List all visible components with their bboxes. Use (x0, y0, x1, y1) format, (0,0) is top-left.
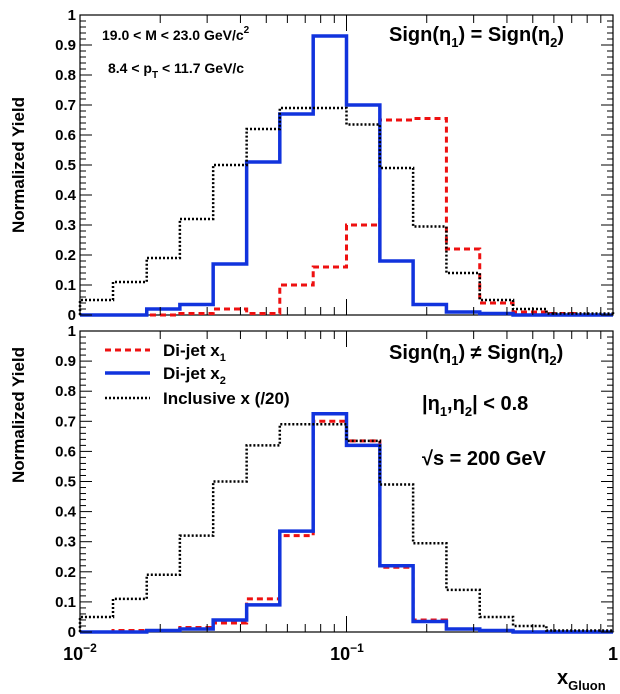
series-x1-step-line (80, 117, 613, 317)
series-x2-step-line (80, 34, 613, 317)
x-tick-labels: 10−2 10−1 1 (63, 641, 618, 664)
y-tick-label-1: 1 (68, 7, 76, 24)
y-tick-label-0.3: 0.3 (55, 534, 76, 551)
top-panel-ticks (79, 14, 614, 316)
y-tick-label-0.2: 0.2 (55, 247, 76, 264)
y-tick-label-0.5: 0.5 (55, 474, 76, 491)
top-panel-y-tick-labels: 0 0.1 0.2 0.3 0.4 0.5 0.6 0.7 0.8 0.9 1 (55, 7, 77, 324)
y-tick-label-0.9: 0.9 (55, 353, 76, 370)
x-axis-label: xGluon (557, 667, 606, 693)
y-tick-label-0.1: 0.1 (55, 277, 76, 294)
y-tick-label-0.5: 0.5 (55, 157, 76, 174)
top-panel-series (78, 34, 615, 317)
top-panel: 0 0.1 0.2 0.3 0.4 0.5 0.6 0.7 0.8 0.9 1 Normalized… (9, 7, 615, 324)
y-tick-label-1: 1 (68, 323, 76, 340)
y-tick-label-0.7: 0.7 (55, 97, 76, 114)
y-tick-label-0.9: 0.9 (55, 37, 76, 54)
same-sign-annotation: Sign(η1) = Sign(η2) (389, 24, 564, 50)
bottom-panel-y-tick-labels: 0 0.1 0.2 0.3 0.4 0.5 0.6 0.7 0.8 0.9 1 (55, 323, 77, 641)
y-tick-label-0.2: 0.2 (55, 564, 76, 581)
y-tick-label-0.4: 0.4 (55, 187, 77, 204)
sqrt-s-annotation: √s = 200 GeV (422, 448, 547, 470)
mass-cut-annotation: 19.0 < M < 23.0 GeV/c2 (102, 25, 250, 43)
legend-label-inclusive: Inclusive x (/20) (163, 389, 290, 408)
y-tick-label-0.8: 0.8 (55, 67, 76, 84)
bottom-panel-series (78, 412, 615, 634)
eta-cut-annotation: |η1,η2| < 0.8 (422, 393, 528, 419)
y-tick-label-0.6: 0.6 (55, 127, 76, 144)
y-tick-label-0: 0 (68, 307, 76, 324)
legend: Di-jet x1 Di-jet x2 Inclusive x (/20) (105, 341, 290, 408)
legend-label-x2: Di-jet x2 (163, 364, 226, 387)
bottom-panel-y-axis-label: Normalized Yield (9, 347, 28, 483)
y-tick-label-0.4: 0.4 (55, 504, 77, 521)
series-inclusive-step-line (78, 106, 615, 315)
series-x2-step-line (80, 412, 613, 634)
y-tick-label-0.6: 0.6 (55, 443, 76, 460)
y-tick-label-0.1: 0.1 (55, 594, 76, 611)
legend-label-x1: Di-jet x1 (163, 341, 226, 364)
pt-cut-annotation: 8.4 < pT < 11.7 GeV/c (108, 60, 244, 81)
bottom-panel-ticks (79, 330, 614, 633)
series-inclusive-step-line (78, 423, 615, 632)
x-tick-label-1: 1 (608, 644, 618, 664)
opposite-sign-annotation: Sign(η1) ≠ Sign(η2) (389, 342, 563, 368)
y-tick-label-0: 0 (68, 624, 76, 641)
x-tick-label-0.01: 10−2 (63, 641, 97, 664)
bottom-panel: 0 0.1 0.2 0.3 0.4 0.5 0.6 0.7 0.8 0.9 1 Normalized… (9, 323, 618, 693)
x-tick-label-0.1: 10−1 (330, 641, 364, 664)
y-tick-label-0.3: 0.3 (55, 217, 76, 234)
y-tick-label-0.7: 0.7 (55, 413, 76, 430)
top-panel-y-axis-label: Normalized Yield (9, 97, 28, 233)
y-tick-label-0.8: 0.8 (55, 383, 76, 400)
